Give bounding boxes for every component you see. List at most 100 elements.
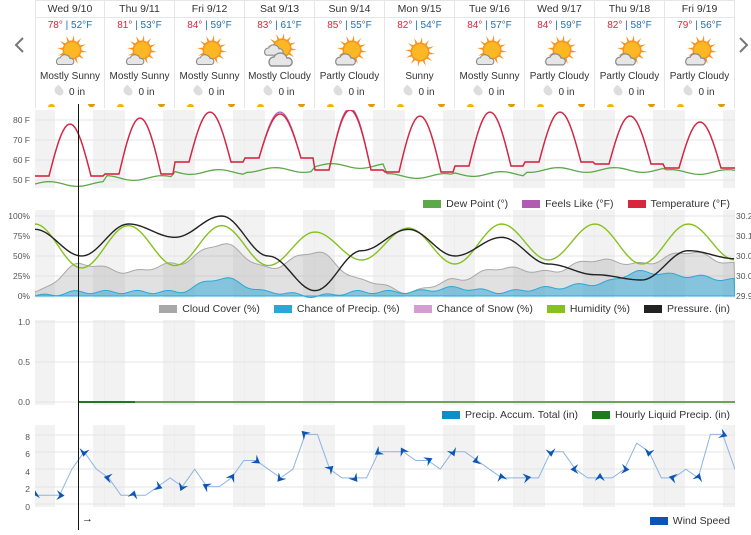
high-temp: 84° (187, 20, 203, 31)
precip-amount: 0 in (245, 84, 314, 98)
day-column-4[interactable]: Sun 9/14 85° | 55°F Partly Cloudy 0 in (315, 0, 385, 108)
sunrise-icon (607, 104, 614, 107)
precip-amount: 0 in (105, 84, 174, 98)
sunrise-icon (397, 104, 404, 107)
day-temps: 81° | 53°F (117, 20, 162, 31)
day-column-3[interactable]: Sat 9/13 83° | 61°F Mostly Cloudy 0 in (245, 0, 315, 108)
day-column-1[interactable]: Thu 9/11 81° | 53°F Mostly Sunny 0 in (105, 0, 175, 108)
pressure-axis-30-0a: 30.0 (736, 251, 751, 261)
day-column-7[interactable]: Wed 9/17 84° | 59°F Partly Cloudy 0 in (525, 0, 595, 108)
condition-label: Mostly Sunny (179, 71, 240, 82)
sunrise-sunset (105, 101, 174, 107)
prev-days-button[interactable] (10, 30, 30, 60)
condition-label: Mostly Sunny (459, 71, 520, 82)
low-temp: 52°F (71, 20, 93, 31)
legend-label: Feels Like (°F) (545, 198, 614, 210)
weather-icon (190, 34, 230, 70)
legend-item[interactable]: Feels Like (°F) (522, 198, 614, 210)
sunset-icon (368, 104, 375, 107)
sunrise-sunset (385, 101, 454, 107)
precipitation-chart[interactable] (35, 320, 735, 405)
legend-item[interactable]: Chance of Snow (%) (413, 303, 533, 315)
sunrise-icon (537, 104, 544, 107)
legend-item[interactable]: Cloud Cover (%) (159, 303, 260, 315)
sunrise-sunset (315, 101, 384, 107)
weather-icon (400, 34, 440, 70)
low-temp: 61°F (280, 20, 302, 31)
legend-item[interactable]: Humidity (%) (546, 303, 630, 315)
high-temp: 85° (327, 20, 343, 31)
legend-label: Precip. Accum. Total (in) (465, 409, 579, 421)
precip-amount: 0 in (36, 84, 104, 98)
low-temp: 59°F (560, 20, 582, 31)
sunrise-icon (677, 104, 684, 107)
pct-axis-75: 75% (12, 231, 30, 241)
low-temp: 53°F (140, 20, 162, 31)
condition-label: Partly Cloudy (669, 71, 730, 82)
low-temp: 58°F (630, 20, 652, 31)
day-temps: 84° | 57°F (467, 20, 512, 31)
pressure-axis-30-0b: 30.0 (736, 271, 751, 281)
high-temp: 82° (397, 20, 413, 31)
day-name: Mon 9/15 (385, 1, 454, 18)
weather-icon (50, 34, 90, 70)
legend-item[interactable]: Hourly Liquid Precip. (in) (592, 409, 730, 421)
legend-item[interactable]: Precip. Accum. Total (in) (442, 409, 578, 421)
legend-item[interactable]: Pressure. (in) (643, 303, 730, 315)
legend-item[interactable]: Chance of Precip. (%) (273, 303, 400, 315)
precip-amount: 0 in (385, 84, 454, 98)
partly-cloudy-icon (684, 35, 717, 66)
chevron-right-icon (739, 37, 749, 53)
legend-item[interactable]: Dew Point (°) (423, 198, 508, 210)
condition-label: Partly Cloudy (319, 71, 380, 82)
legend-swatch (159, 305, 178, 313)
legend-label: Wind Speed (672, 515, 730, 527)
day-column-0[interactable]: Wed 9/10 78° | 52°F Mostly Sunny 0 in (35, 0, 105, 108)
atmosphere-chart[interactable] (35, 210, 735, 300)
high-temp: 84° (537, 20, 553, 31)
condition-label: Mostly Sunny (39, 71, 101, 82)
day-temps: 84° | 59°F (187, 20, 232, 31)
weather-icon (120, 34, 160, 70)
legend-swatch (413, 305, 432, 313)
sunrise-sunset (36, 101, 104, 107)
day-name: Wed 9/10 (36, 1, 104, 18)
weather-icon (330, 34, 370, 70)
sunrise-icon (467, 104, 474, 107)
pct-axis-100: 100% (8, 211, 30, 221)
temperature-chart[interactable] (35, 110, 735, 190)
mostly-sunny-icon (125, 35, 157, 66)
partly-cloudy-icon (544, 35, 577, 66)
raindrop-icon (542, 84, 555, 98)
wind-axis-6: 6 (25, 449, 30, 459)
legend-label: Dew Point (°) (446, 198, 509, 210)
legend-item[interactable]: Temperature (°F) (627, 198, 730, 210)
day-column-5[interactable]: Mon 9/15 82° | 54°F Sunny 0 in (385, 0, 455, 108)
day-column-9[interactable]: Fri 9/19 79° | 56°F Partly Cloudy 0 in (665, 0, 735, 108)
day-name: Fri 9/19 (665, 1, 734, 18)
day-column-2[interactable]: Fri 9/12 84° | 59°F Mostly Sunny 0 in (175, 0, 245, 108)
next-days-button[interactable] (735, 30, 751, 60)
precip-amount: 0 in (665, 84, 734, 98)
legend-label: Pressure. (in) (666, 303, 730, 315)
partly-cloudy-icon (334, 35, 367, 66)
precip-amount: 0 in (455, 84, 524, 98)
sunrise-icon (327, 104, 334, 107)
mostly-sunny-icon (55, 35, 87, 66)
sunrise-sunset (595, 101, 664, 107)
day-name: Wed 9/17 (525, 1, 594, 18)
raindrop-icon (192, 84, 205, 98)
legend-label: Hourly Liquid Precip. (in) (615, 409, 730, 421)
pct-axis-25: 25% (12, 271, 30, 281)
legend-swatch (273, 305, 292, 313)
sunrise-icon (117, 104, 124, 107)
day-column-8[interactable]: Thu 9/18 82° | 58°F Partly Cloudy 0 in (595, 0, 665, 108)
legend-swatch (546, 305, 565, 313)
wind-chart[interactable] (35, 425, 735, 510)
weather-icon (470, 34, 510, 70)
wind-direction-arrow-icon: → (82, 513, 93, 525)
day-column-6[interactable]: Tue 9/16 84° | 57°F Mostly Sunny 0 in (455, 0, 525, 108)
legend-item[interactable]: Wind Speed (649, 515, 730, 527)
sunny-icon (404, 37, 435, 67)
legend-swatch (442, 411, 461, 419)
